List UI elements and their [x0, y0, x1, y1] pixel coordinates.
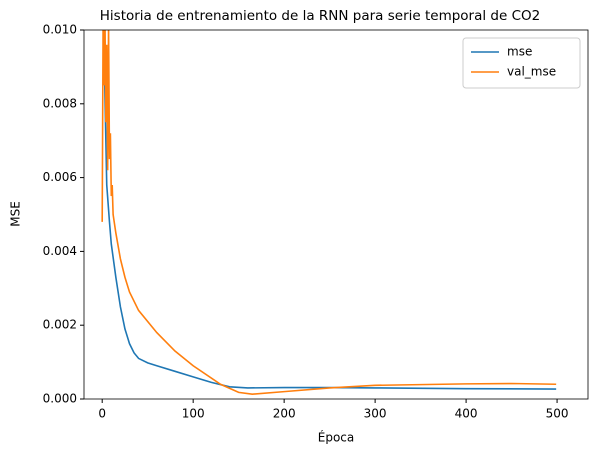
y-tick-label: 0.010	[43, 23, 77, 37]
y-tick-label: 0.006	[43, 170, 77, 184]
y-tick-label: 0.000	[43, 392, 77, 406]
y-tick-label: 0.002	[43, 318, 77, 332]
x-tick-label: 400	[455, 407, 478, 421]
y-axis-label: MSE	[9, 201, 23, 227]
x-tick-label: 500	[546, 407, 569, 421]
chart-title: Historia de entrenamiento de la RNN para…	[100, 8, 540, 24]
series-line	[101, 30, 557, 396]
plot-lines	[101, 30, 557, 396]
x-tick-label: 200	[273, 407, 296, 421]
y-tick-label: 0.004	[43, 244, 77, 258]
x-axis-label: Época	[318, 430, 355, 445]
legend-label: val_mse	[507, 65, 556, 79]
x-tick-label: 100	[182, 407, 205, 421]
legend-box	[462, 37, 581, 89]
series-line	[102, 30, 557, 390]
y-tick-label: 0.008	[43, 96, 77, 110]
legend-label: mse	[507, 45, 532, 59]
x-tick-label: 300	[364, 407, 387, 421]
x-tick-label: 0	[98, 407, 106, 421]
plot-frame	[83, 29, 589, 400]
